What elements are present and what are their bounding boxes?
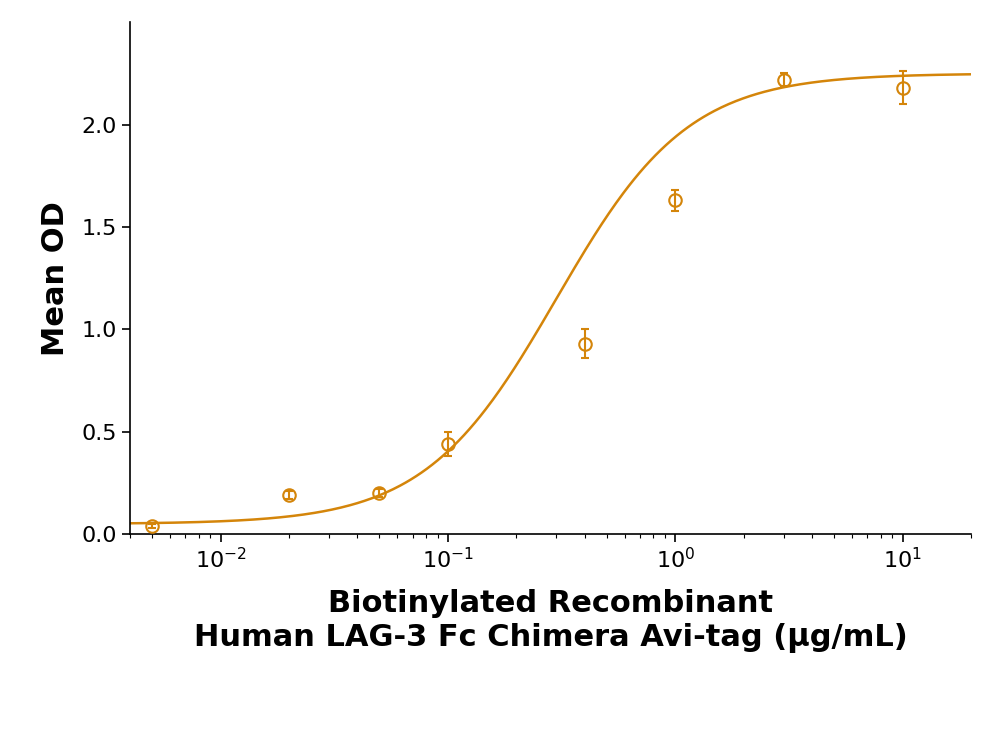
Y-axis label: Mean OD: Mean OD [41, 201, 70, 355]
X-axis label: Biotinylated Recombinant
Human LAG-3 Fc Chimera Avi-tag (μg/mL): Biotinylated Recombinant Human LAG-3 Fc … [193, 589, 908, 653]
